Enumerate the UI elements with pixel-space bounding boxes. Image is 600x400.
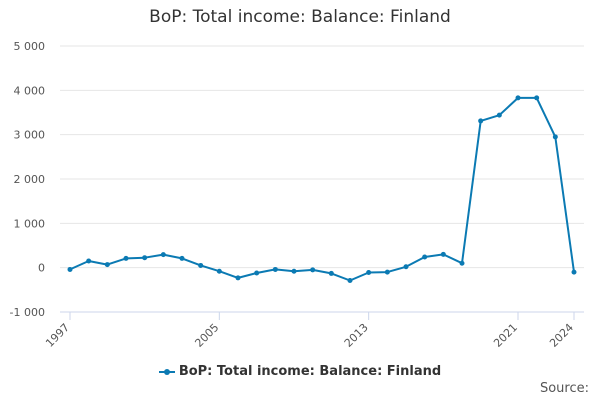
data-point[interactable] bbox=[534, 95, 540, 101]
data-point[interactable] bbox=[235, 275, 241, 281]
source-label: Source: bbox=[539, 381, 589, 396]
data-point[interactable] bbox=[67, 266, 73, 272]
data-point[interactable] bbox=[422, 254, 428, 260]
data-point[interactable] bbox=[160, 252, 166, 258]
x-tick-label: 2005 bbox=[192, 321, 221, 350]
data-point[interactable] bbox=[496, 112, 502, 118]
y-tick-label: 5 000 bbox=[14, 40, 46, 53]
data-point[interactable] bbox=[123, 255, 129, 261]
data-point[interactable] bbox=[179, 255, 185, 261]
y-axis-ticks: -1 000 0 1 000 2 000 3 000 4 000 5 000 bbox=[10, 40, 45, 319]
data-point[interactable] bbox=[403, 264, 409, 270]
data-point[interactable] bbox=[459, 260, 465, 266]
x-tick-label: 2021 bbox=[491, 321, 520, 350]
legend-swatch bbox=[158, 367, 175, 377]
y-tick-label: 0 bbox=[38, 262, 45, 275]
data-point[interactable] bbox=[216, 268, 222, 274]
y-tick-label: 4 000 bbox=[14, 84, 46, 97]
data-point[interactable] bbox=[552, 134, 558, 140]
series-layer bbox=[67, 95, 577, 284]
x-tick-label: 2013 bbox=[342, 321, 371, 350]
data-point[interactable] bbox=[198, 262, 204, 268]
data-point[interactable] bbox=[272, 266, 278, 272]
y-tick-label: 3 000 bbox=[14, 129, 46, 142]
series-line bbox=[69, 96, 575, 282]
y-tick-label: 2 000 bbox=[14, 173, 46, 186]
y-tick-label: 1 000 bbox=[14, 217, 46, 230]
data-point[interactable] bbox=[104, 262, 110, 268]
data-point[interactable] bbox=[478, 118, 484, 124]
chart-title: BoP: Total income: Balance: Finland bbox=[149, 7, 451, 27]
data-point[interactable] bbox=[515, 95, 521, 101]
legend[interactable]: BoP: Total income: Balance: Finland bbox=[0, 364, 600, 379]
data-point[interactable] bbox=[328, 270, 334, 276]
y-tick-label: -1 000 bbox=[10, 306, 45, 319]
data-point[interactable] bbox=[347, 278, 353, 284]
data-point[interactable] bbox=[142, 255, 148, 261]
x-tick-label: 1997 bbox=[43, 321, 72, 350]
legend-label: BoP: Total income: Balance: Finland bbox=[178, 364, 442, 379]
data-point[interactable] bbox=[440, 251, 446, 257]
data-point[interactable] bbox=[366, 270, 372, 276]
data-point[interactable] bbox=[86, 258, 92, 264]
data-point[interactable] bbox=[291, 268, 297, 274]
x-axis-ticks: 1997 2005 2013 2021 2024 bbox=[43, 311, 584, 350]
data-point[interactable] bbox=[310, 267, 316, 273]
data-point[interactable] bbox=[254, 270, 260, 276]
data-point[interactable] bbox=[571, 269, 577, 275]
data-point[interactable] bbox=[384, 269, 390, 275]
x-tick-label: 2024 bbox=[547, 321, 576, 350]
